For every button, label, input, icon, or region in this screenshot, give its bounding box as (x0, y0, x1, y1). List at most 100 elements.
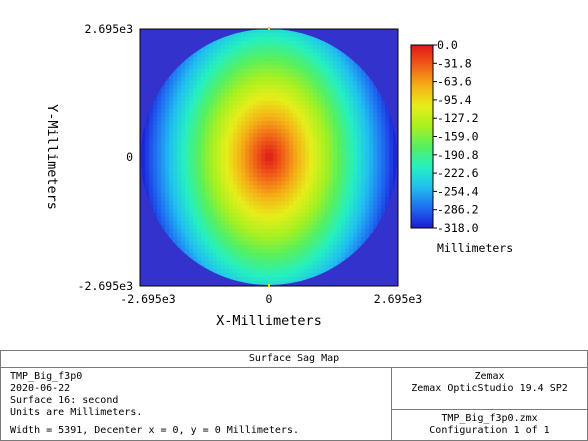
sag-cell (209, 117, 213, 121)
sag-cell (321, 49, 325, 53)
sag-cell (237, 233, 241, 237)
sag-cell (177, 77, 181, 81)
sag-cell (317, 105, 321, 109)
sag-cell (229, 149, 233, 153)
sag-cell (201, 217, 205, 221)
sag-cell (265, 133, 269, 137)
sag-cell (333, 109, 337, 113)
sag-cell (169, 161, 173, 165)
sag-cell (297, 125, 301, 129)
sag-cell (181, 89, 185, 93)
sag-cell (285, 217, 289, 221)
sag-cell (313, 93, 317, 97)
sag-cell (361, 205, 365, 209)
sag-cell (341, 165, 345, 169)
sag-cell (349, 161, 353, 165)
sag-cell (177, 225, 181, 229)
sag-cell (273, 181, 277, 185)
sag-cell (329, 65, 333, 69)
sag-cell (341, 225, 345, 229)
sag-cell (205, 77, 209, 81)
sag-cell (269, 125, 273, 129)
sag-cell (377, 165, 381, 169)
sag-cell (229, 165, 233, 169)
sag-cell (229, 37, 233, 41)
sag-cell (173, 181, 177, 185)
sag-cell (269, 129, 273, 133)
sag-cell (329, 201, 333, 205)
sag-cell (293, 89, 297, 93)
sag-cell (201, 193, 205, 197)
sag-cell (277, 121, 281, 125)
sag-cell (257, 45, 261, 49)
sag-cell (393, 149, 397, 153)
sag-cell (381, 137, 385, 141)
sag-cell (373, 129, 377, 133)
sag-cell (309, 133, 313, 137)
sag-cell (261, 269, 265, 273)
sag-cell (281, 173, 285, 177)
sag-cell (165, 105, 169, 109)
sag-cell (317, 49, 321, 53)
sag-cell (285, 113, 289, 117)
sag-cell (237, 261, 241, 265)
sag-cell (161, 105, 165, 109)
sag-cell (313, 209, 317, 213)
sag-cell (197, 117, 201, 121)
sag-cell (293, 249, 297, 253)
sag-cell (285, 89, 289, 93)
sag-cell (357, 201, 361, 205)
sag-cell (217, 57, 221, 61)
sag-cell (377, 173, 381, 177)
sag-cell (257, 69, 261, 73)
sag-cell (313, 69, 317, 73)
sag-cell (357, 153, 361, 157)
sag-cell (225, 273, 229, 277)
sag-cell (309, 173, 313, 177)
sag-cell (273, 29, 277, 33)
sag-cell (153, 177, 157, 181)
sag-cell (361, 133, 365, 137)
sag-cell (185, 249, 189, 253)
sag-cell (141, 161, 145, 165)
sag-cell (257, 37, 261, 41)
sag-cell (229, 261, 233, 265)
sag-cell (341, 177, 345, 181)
sag-cell (261, 153, 265, 157)
sag-cell (289, 37, 293, 41)
sag-cell (169, 217, 173, 221)
sag-cell (321, 57, 325, 61)
info-company: Zemax (392, 371, 587, 383)
sag-cell (237, 189, 241, 193)
sag-cell (277, 233, 281, 237)
sag-cell (313, 105, 317, 109)
x-tick-left: -2.695e3 (120, 292, 175, 306)
sag-cell (321, 201, 325, 205)
sag-cell (205, 113, 209, 117)
sag-cell (317, 157, 321, 161)
sag-cell (217, 141, 221, 145)
sag-cell (361, 177, 365, 181)
sag-cell (213, 253, 217, 257)
sag-cell (173, 133, 177, 137)
sag-cell (237, 225, 241, 229)
sag-cell (241, 197, 245, 201)
sag-cell (289, 85, 293, 89)
sag-cell (193, 101, 197, 105)
sag-cell (197, 69, 201, 73)
sag-cell (217, 77, 221, 81)
sag-cell (273, 249, 277, 253)
sag-cell (201, 141, 205, 145)
sag-cell (293, 233, 297, 237)
sag-cell (317, 169, 321, 173)
sag-cell (321, 229, 325, 233)
sag-cell (301, 213, 305, 217)
sag-cell (389, 141, 393, 145)
sag-cell (209, 149, 213, 153)
info-file-name: TMP_Big_f3p0.zmx (392, 413, 587, 425)
sag-cell (153, 185, 157, 189)
sag-cell (289, 157, 293, 161)
sag-cell (233, 97, 237, 101)
sag-cell (237, 149, 241, 153)
sag-cell (353, 149, 357, 153)
